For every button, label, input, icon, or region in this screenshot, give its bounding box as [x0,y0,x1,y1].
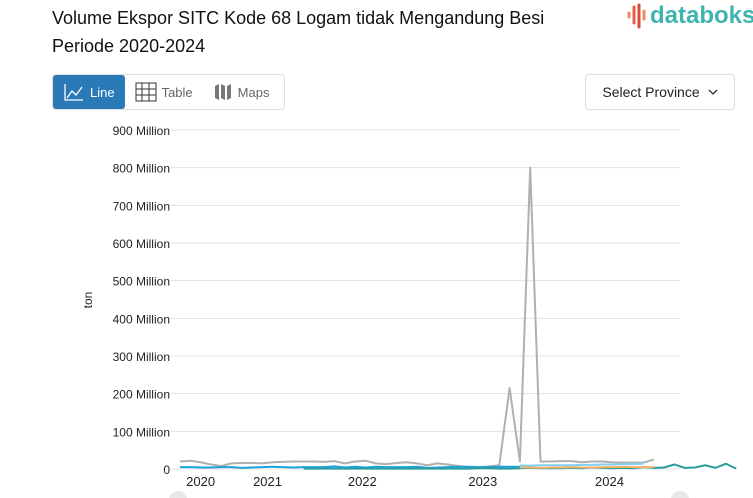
y-tick-label: 100 Million [113,425,170,439]
tab-table[interactable]: Table [125,75,203,109]
map-icon [214,84,231,100]
y-tick-label: 200 Million [113,388,170,402]
tab-line-label: Line [90,84,115,100]
y-axis-label: ton [81,292,95,309]
y-tick-label: 0 [163,463,170,477]
tab-line[interactable]: Line [53,75,125,109]
x-tick-label: 2020 [186,474,215,489]
databoks-logo-icon [627,3,646,29]
line-chart-icon [64,84,83,101]
chart-title: Volume Ekspor SITC Kode 68 Logam tidak M… [52,8,545,56]
scroll-right-handle[interactable] [671,491,689,498]
x-tick-label: 2022 [348,474,377,489]
scroll-left-handle[interactable] [169,491,187,498]
databoks-logo: databoks [626,2,753,30]
x-tick-label: 2021 [253,474,282,489]
province-select-label: Select Province [602,84,700,100]
province-select[interactable]: Select Province [585,74,735,110]
tab-maps[interactable]: Maps [203,75,280,109]
x-tick-label: 2023 [468,474,497,489]
series-line-4 [519,465,654,469]
y-tick-label: 900 Million [113,124,170,138]
x-tick-label: 2024 [595,474,624,489]
tab-table-label: Table [161,84,193,100]
logo-text: databoks [650,2,753,29]
view-tabs: Line Table Maps [52,74,285,110]
y-tick-label: 400 Million [113,312,170,326]
y-tick-label: 300 Million [113,350,170,364]
y-tick-label: 500 Million [113,275,170,289]
series-line-2 [519,462,644,467]
y-tick-label: 600 Million [113,237,170,251]
chevron-down-icon [708,89,718,95]
y-tick-label: 700 Million [113,199,170,213]
y-tick-label: 800 Million [113,162,170,176]
tab-maps-label: Maps [237,84,270,100]
series-line-0 [179,166,655,469]
series-line-1 [180,465,520,469]
table-grid-icon [135,82,157,102]
